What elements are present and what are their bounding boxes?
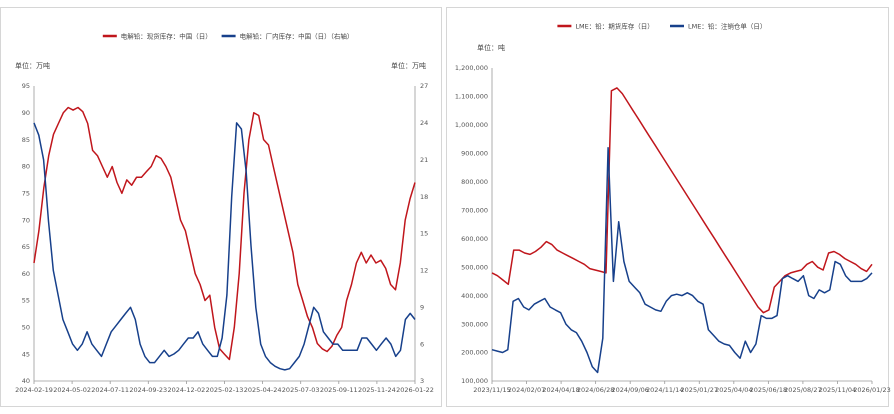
- legend-label-1: 电解铅：现货库存：中国（日）: [121, 32, 212, 41]
- series-line-spot-inventory: [33, 106, 416, 361]
- y-axis-unit: 单位：吨: [477, 43, 505, 52]
- chart-lme-lead-stocks: LME：铅：期货库存（日） LME：铅：注销仓单（日） 单位：吨 100,000 200…: [455, 22, 891, 395]
- series-line-lme-cancelled-warrants: [491, 146, 873, 374]
- chart-panel-lead-inventory-china: 电解铅：现货库存：中国（日） 电解铅：厂内库存：中国（日）（右轴） 单位：万吨 单位：…: [0, 7, 442, 407]
- y-tick-label: 500,000: [461, 263, 488, 271]
- y-left-tick-label: 65: [22, 243, 30, 251]
- right-axis-unit: 单位：万吨: [391, 61, 426, 70]
- x-tick-label: 2025-02-13: [206, 386, 244, 394]
- x-tick-label: 2025/01/27: [681, 386, 718, 394]
- y-left-tick-label: 40: [22, 377, 30, 385]
- y-tick-label: 400,000: [461, 292, 488, 300]
- y-right-tick-label: 18: [420, 193, 428, 201]
- y-left-tick-label: 90: [22, 109, 30, 117]
- y-tick-label: 900,000: [461, 150, 488, 158]
- y-tick-label: 1,000,000: [455, 121, 488, 129]
- chart-lead-inventory-china: 电解铅：现货库存：中国（日） 电解铅：厂内库存：中国（日）（右轴） 单位：万吨 单位：…: [15, 32, 434, 395]
- x-tick-label: 2026/01/23: [853, 386, 890, 394]
- y-right-tick-label: 6: [420, 340, 424, 348]
- y-tick-label: 1,100,000: [455, 93, 488, 101]
- x-tick-label: 2025-04-24: [244, 386, 282, 394]
- x-tick-label: 2025/11/04: [819, 386, 856, 394]
- x-tick-label: 2024/11/14: [646, 386, 683, 394]
- y-tick-label: 600,000: [461, 235, 488, 243]
- x-tick-label: 2024/06/28: [577, 386, 614, 394]
- x-tick-label: 2025/06/18: [750, 386, 787, 394]
- y-left-tick-label: 50: [22, 324, 30, 332]
- x-tick-label: 2024-05-02: [53, 386, 91, 394]
- y-left-tick-label: 60: [22, 270, 30, 278]
- x-tick-label: 2024-12-02: [168, 386, 206, 394]
- y-right-tick-label: 21: [420, 156, 428, 164]
- x-tick-label: 2025-07-03: [282, 386, 320, 394]
- y-left-tick-label: 55: [22, 297, 30, 305]
- y-left-tick-label: 75: [22, 189, 30, 197]
- y-tick-label: 100,000: [461, 377, 488, 385]
- legend-label-1: LME：铅：期货库存（日）: [575, 22, 653, 31]
- y-right-tick-label: 15: [420, 230, 428, 238]
- y-right-tick-label: 12: [420, 267, 428, 275]
- x-tick-label: 2024-07-11: [91, 386, 129, 394]
- y-left-tick-label: 80: [22, 163, 30, 171]
- y-left-tick-label: 85: [22, 136, 30, 144]
- y-tick-label: 300,000: [461, 320, 488, 328]
- y-right-tick-label: 24: [420, 119, 428, 127]
- series-line-lme-futures-stock: [491, 87, 873, 314]
- x-tick-label: 2025-09-11: [320, 386, 358, 394]
- y-right-tick-label: 9: [420, 303, 424, 311]
- legend-label-2: 电解铅：厂内库存：中国（日）（右轴）: [240, 32, 354, 41]
- x-tick-label: 2024/09/06: [611, 386, 648, 394]
- y-tick-label: 700,000: [461, 206, 488, 214]
- x-tick-label: 2026-01-22: [396, 386, 434, 394]
- y-tick-label: 800,000: [461, 178, 488, 186]
- left-axis-unit: 单位：万吨: [15, 61, 50, 70]
- y-tick-label: 200,000: [461, 349, 488, 357]
- series-line-factory-inventory: [33, 122, 416, 371]
- y-left-tick-label: 70: [22, 216, 30, 224]
- x-tick-label: 2025/04/04: [715, 386, 752, 394]
- y-right-tick-label: 27: [420, 82, 428, 90]
- x-tick-label: 2025-11-24: [358, 386, 396, 394]
- x-tick-label: 2023/11/15: [473, 386, 510, 394]
- x-tick-label: 2024-02-19: [15, 386, 53, 394]
- legend-label-2: LME：铅：注销仓单（日）: [688, 22, 766, 31]
- chart-panel-lme-lead-stocks: LME：铅：期货库存（日） LME：铅：注销仓单（日） 单位：吨 100,000 200…: [446, 7, 891, 407]
- x-tick-label: 2024-09-23: [129, 386, 167, 394]
- y-tick-label: 1,200,000: [455, 64, 488, 72]
- y-left-tick-label: 95: [22, 82, 30, 90]
- x-tick-label: 2024/02/07: [508, 386, 545, 394]
- x-tick-label: 2025/08/27: [784, 386, 821, 394]
- y-right-tick-label: 3: [420, 377, 424, 385]
- y-left-tick-label: 45: [22, 350, 30, 358]
- x-tick-label: 2024/04/18: [542, 386, 579, 394]
